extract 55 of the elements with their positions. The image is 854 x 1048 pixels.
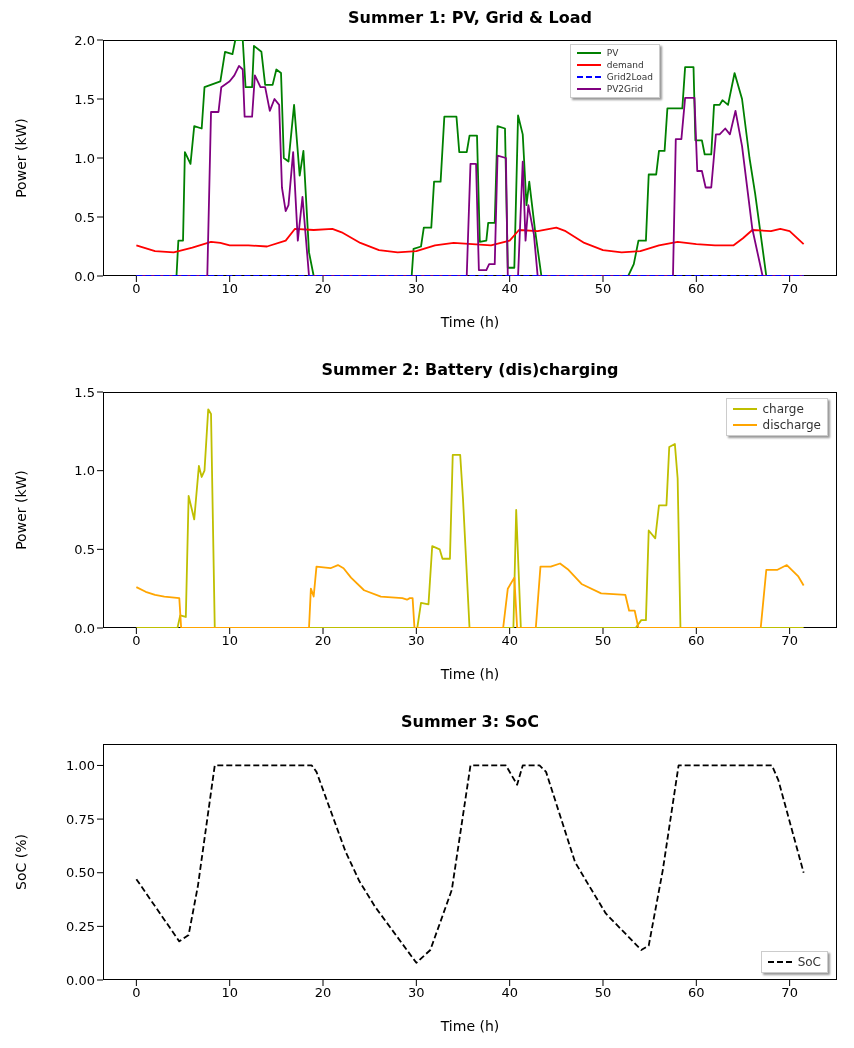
chart-title: Summer 1: PV, Grid & Load: [348, 8, 592, 27]
legend-label: demand: [606, 60, 644, 70]
y-tick-label: 0.50: [66, 865, 95, 881]
legend-label: charge: [762, 402, 804, 416]
x-tick-label: 30: [408, 281, 425, 297]
line-series: [135, 562, 805, 628]
y-tick-label: 0.5: [74, 541, 95, 557]
y-tick-label: 0.0: [74, 620, 95, 636]
x-tick-label: 10: [221, 281, 238, 297]
x-tick-label: 0: [132, 985, 141, 1001]
x-tick-label: 10: [221, 633, 238, 649]
x-axis-title: Time (h): [439, 666, 500, 682]
x-tick-label: 60: [688, 985, 705, 1001]
x-tick-label: 10: [221, 985, 238, 1001]
x-tick-label: 60: [688, 633, 705, 649]
x-tick-label: 30: [408, 633, 425, 649]
y-tick-label: 0.75: [66, 811, 95, 827]
x-tick-label: 40: [501, 985, 518, 1001]
x-tick-label: 70: [781, 633, 798, 649]
y-tick-label: 0.25: [66, 918, 95, 934]
y-tick-label: 1.0: [74, 150, 95, 166]
chart-title: Summer 2: Battery (dis)charging: [321, 360, 619, 379]
x-tick-label: 50: [594, 633, 612, 649]
x-axis-title: Time (h): [439, 314, 500, 330]
y-axis-title: Power (kW): [12, 118, 29, 198]
x-tick-label: 20: [314, 281, 332, 297]
x-tick-label: 0: [132, 281, 141, 297]
legend-label: PV2Grid: [606, 84, 643, 94]
y-tick-label: 1.0: [74, 463, 95, 479]
y-tick-label: 0.0: [74, 268, 95, 284]
x-tick-label: 20: [314, 985, 332, 1001]
y-tick-label: 1.5: [74, 384, 95, 400]
legend-label: PV: [606, 48, 619, 58]
legend-label: discharge: [762, 418, 821, 432]
x-tick-label: 50: [594, 985, 612, 1001]
x-tick-label: 30: [408, 985, 425, 1001]
y-axis-title: SoC (%): [12, 834, 29, 890]
x-tick-label: 0: [132, 633, 141, 649]
x-tick-label: 70: [781, 281, 798, 297]
line-series: [135, 226, 805, 254]
x-tick-label: 40: [501, 633, 518, 649]
y-axis-title: Power (kW): [12, 470, 29, 550]
legend-label: Grid2Load: [606, 72, 653, 82]
legend-label: SoC: [797, 955, 821, 969]
x-tick-label: 40: [501, 281, 518, 297]
y-tick-label: 0.00: [66, 972, 95, 988]
y-tick-label: 1.5: [74, 91, 95, 107]
y-tick-label: 0.5: [74, 209, 95, 225]
y-tick-label: 1.00: [66, 758, 95, 774]
x-axis-title: Time (h): [439, 1018, 500, 1034]
chart-title: Summer 3: SoC: [400, 712, 540, 733]
x-tick-label: 70: [781, 985, 798, 1001]
x-tick-label: 20: [314, 633, 332, 649]
x-tick-label: 50: [594, 281, 612, 297]
x-tick-label: 60: [688, 281, 705, 297]
